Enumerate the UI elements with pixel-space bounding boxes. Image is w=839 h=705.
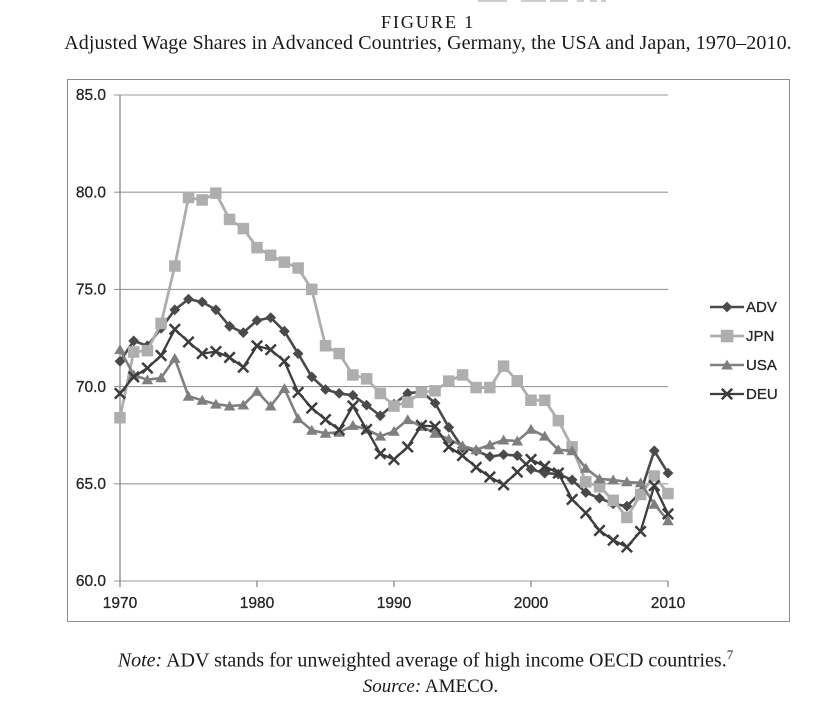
svg-text:ADV: ADV (746, 299, 777, 316)
svg-text:1980: 1980 (240, 595, 275, 612)
svg-text:2010: 2010 (651, 595, 686, 612)
svg-text:85.0: 85.0 (76, 87, 107, 104)
svg-text:1990: 1990 (377, 595, 412, 612)
svg-text:75.0: 75.0 (76, 282, 107, 299)
svg-text:DEU: DEU (746, 386, 778, 403)
svg-text:1970: 1970 (103, 595, 138, 612)
svg-text:USA: USA (746, 357, 777, 374)
svg-text:65.0: 65.0 (76, 476, 107, 493)
svg-text:70.0: 70.0 (76, 379, 107, 396)
svg-text:JPN: JPN (746, 328, 774, 345)
svg-text:60.0: 60.0 (76, 573, 107, 590)
svg-text:2000: 2000 (514, 595, 549, 612)
svg-text:80.0: 80.0 (76, 184, 107, 201)
